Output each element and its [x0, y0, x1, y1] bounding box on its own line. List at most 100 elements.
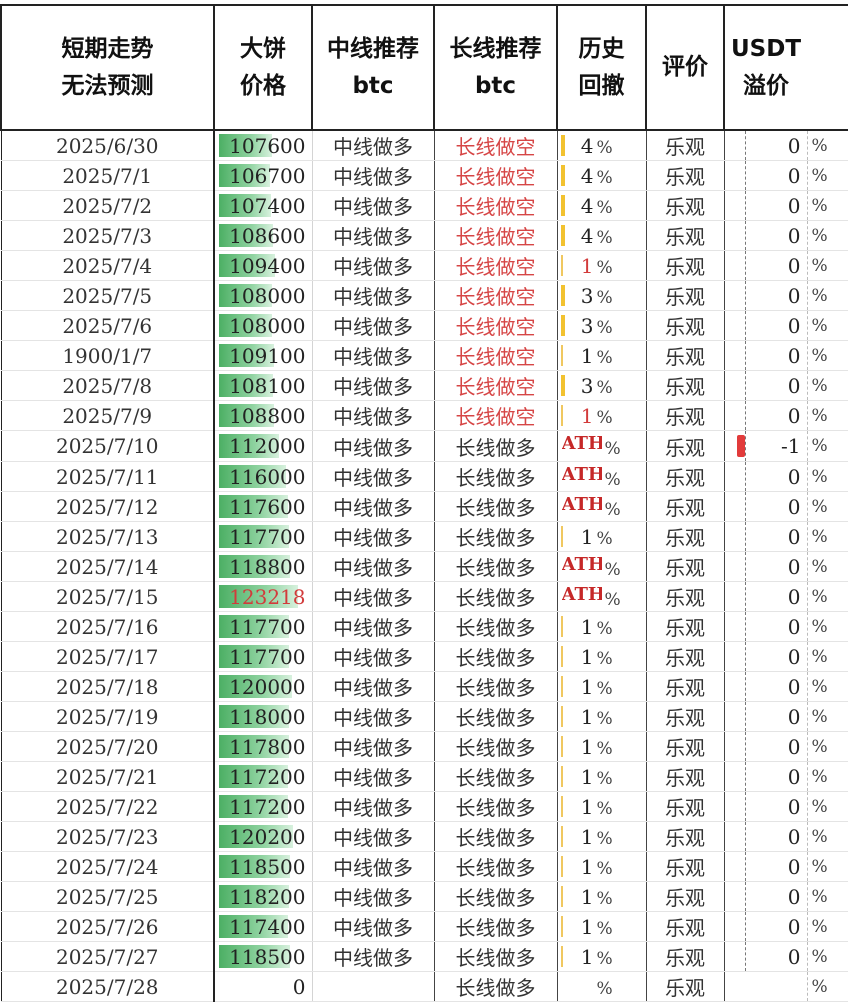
date-cell[interactable]: 1900/1/7 [0, 340, 215, 371]
usdt-percent-cell[interactable]: % [807, 521, 848, 552]
drawdown-cell[interactable]: 4% [557, 130, 647, 161]
evaluation-cell[interactable]: 乐观 [646, 400, 725, 431]
mid-term-cell[interactable]: 中线做多 [312, 220, 435, 251]
price-cell[interactable]: 116000 [214, 461, 313, 492]
usdt-percent-cell[interactable]: % [807, 220, 848, 251]
usdt-percent-cell[interactable]: % [807, 160, 848, 191]
drawdown-cell[interactable]: 3% [557, 310, 647, 341]
drawdown-cell[interactable]: 1% [557, 881, 647, 912]
price-cell[interactable]: 117200 [214, 791, 313, 822]
drawdown-cell[interactable]: 1% [557, 701, 647, 732]
usdt-percent-cell[interactable]: % [807, 941, 848, 972]
mid-term-cell[interactable]: 中线做多 [312, 821, 435, 852]
long-term-cell[interactable]: 长线做多 [434, 731, 558, 762]
evaluation-cell[interactable]: 乐观 [646, 641, 725, 672]
date-cell[interactable]: 2025/7/1 [0, 160, 215, 191]
long-term-cell[interactable]: 长线做多 [434, 791, 558, 822]
usdt-percent-cell[interactable]: % [807, 761, 848, 792]
mid-term-cell[interactable]: 中线做多 [312, 881, 435, 912]
usdt-percent-cell[interactable]: % [807, 430, 848, 462]
usdt-premium-cell[interactable]: 0 [724, 641, 808, 672]
price-cell[interactable]: 106700 [214, 160, 313, 191]
long-term-cell[interactable]: 长线做多 [434, 581, 558, 612]
long-term-cell[interactable]: 长线做空 [434, 160, 558, 191]
header-eval[interactable]: 评价 [645, 4, 725, 131]
long-term-cell[interactable]: 长线做多 [434, 701, 558, 732]
date-cell[interactable]: 2025/7/15 [0, 581, 215, 612]
evaluation-cell[interactable]: 乐观 [646, 851, 725, 882]
price-cell[interactable]: 118000 [214, 701, 313, 732]
date-cell[interactable]: 2025/7/3 [0, 220, 215, 251]
long-term-cell[interactable]: 长线做多 [434, 851, 558, 882]
mid-term-cell[interactable]: 中线做多 [312, 190, 435, 221]
usdt-premium-cell[interactable]: 0 [724, 370, 808, 401]
long-term-cell[interactable]: 长线做空 [434, 310, 558, 341]
long-term-cell[interactable]: 长线做空 [434, 190, 558, 221]
mid-term-cell[interactable]: 中线做多 [312, 761, 435, 792]
header-price[interactable]: 大饼 价格 [213, 4, 313, 131]
mid-term-cell[interactable]: 中线做多 [312, 130, 435, 161]
evaluation-cell[interactable]: 乐观 [646, 881, 725, 912]
price-cell[interactable]: 118500 [214, 851, 313, 882]
mid-term-cell[interactable]: 中线做多 [312, 461, 435, 492]
long-term-cell[interactable]: 长线做空 [434, 130, 558, 161]
usdt-percent-cell[interactable]: % [807, 310, 848, 341]
evaluation-cell[interactable]: 乐观 [646, 461, 725, 492]
usdt-percent-cell[interactable]: % [807, 250, 848, 281]
mid-term-cell[interactable] [312, 971, 435, 1002]
price-cell[interactable]: 117400 [214, 911, 313, 942]
drawdown-cell[interactable]: 1% [557, 611, 647, 642]
date-cell[interactable]: 2025/7/20 [0, 731, 215, 762]
usdt-percent-cell[interactable]: % [807, 911, 848, 942]
date-cell[interactable]: 2025/7/21 [0, 761, 215, 792]
usdt-premium-cell[interactable]: 0 [724, 731, 808, 762]
usdt-percent-cell[interactable]: % [807, 701, 848, 732]
drawdown-cell[interactable]: 1% [557, 641, 647, 672]
drawdown-cell[interactable]: 1% [557, 791, 647, 822]
drawdown-cell[interactable]: 3% [557, 280, 647, 311]
usdt-percent-cell[interactable]: % [807, 971, 848, 1002]
usdt-premium-cell[interactable]: 0 [724, 551, 808, 582]
price-cell[interactable]: 109400 [214, 250, 313, 281]
long-term-cell[interactable]: 长线做多 [434, 641, 558, 672]
date-cell[interactable]: 2025/7/24 [0, 851, 215, 882]
date-cell[interactable]: 2025/7/9 [0, 400, 215, 431]
date-cell[interactable]: 2025/7/12 [0, 491, 215, 522]
drawdown-cell[interactable]: 1% [557, 671, 647, 702]
mid-term-cell[interactable]: 中线做多 [312, 791, 435, 822]
long-term-cell[interactable]: 长线做多 [434, 941, 558, 972]
price-cell[interactable]: 109100 [214, 340, 313, 371]
evaluation-cell[interactable]: 乐观 [646, 220, 725, 251]
drawdown-cell[interactable]: 1% [557, 250, 647, 281]
price-cell[interactable]: 108800 [214, 400, 313, 431]
usdt-premium-cell[interactable]: -1 [724, 430, 808, 462]
usdt-premium-cell[interactable]: 0 [724, 671, 808, 702]
mid-term-cell[interactable]: 中线做多 [312, 160, 435, 191]
mid-term-cell[interactable]: 中线做多 [312, 250, 435, 281]
date-cell[interactable]: 2025/7/23 [0, 821, 215, 852]
drawdown-cell[interactable]: ATH% [557, 461, 647, 492]
price-cell[interactable]: 107400 [214, 190, 313, 221]
evaluation-cell[interactable]: 乐观 [646, 551, 725, 582]
evaluation-cell[interactable]: 乐观 [646, 671, 725, 702]
evaluation-cell[interactable]: 乐观 [646, 731, 725, 762]
usdt-percent-cell[interactable]: % [807, 731, 848, 762]
evaluation-cell[interactable]: 乐观 [646, 581, 725, 612]
usdt-premium-cell[interactable]: 0 [724, 461, 808, 492]
usdt-premium-cell[interactable]: 0 [724, 130, 808, 161]
evaluation-cell[interactable]: 乐观 [646, 611, 725, 642]
mid-term-cell[interactable]: 中线做多 [312, 941, 435, 972]
usdt-premium-cell[interactable]: 0 [724, 190, 808, 221]
date-cell[interactable]: 2025/7/13 [0, 521, 215, 552]
mid-term-cell[interactable]: 中线做多 [312, 671, 435, 702]
long-term-cell[interactable]: 长线做多 [434, 881, 558, 912]
drawdown-cell[interactable]: 1% [557, 821, 647, 852]
usdt-premium-cell[interactable]: 0 [724, 521, 808, 552]
date-cell[interactable]: 2025/7/16 [0, 611, 215, 642]
header-long[interactable]: 长线推荐 btc [433, 4, 558, 131]
evaluation-cell[interactable]: 乐观 [646, 340, 725, 371]
usdt-premium-cell[interactable]: 0 [724, 761, 808, 792]
date-cell[interactable]: 2025/7/5 [0, 280, 215, 311]
header-usdt[interactable]: USDT 溢价 [723, 4, 807, 131]
date-cell[interactable]: 2025/7/19 [0, 701, 215, 732]
